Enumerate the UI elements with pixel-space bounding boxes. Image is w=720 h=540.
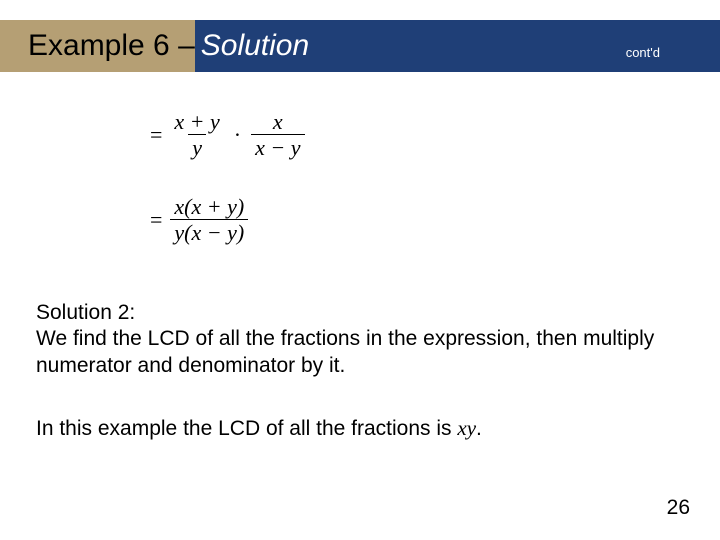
equation-line-2: = x(x + y) y(x − y) [150, 195, 248, 244]
multiply-dot: · [232, 122, 243, 148]
fraction-2-denominator: x − y [251, 134, 304, 159]
fraction-2: x x − y [251, 110, 304, 159]
fraction-1-numerator: x + y [170, 110, 223, 134]
fraction-1-denominator: y [188, 134, 206, 159]
slide-title: Example 6 – Solution [28, 20, 309, 72]
continued-label: cont'd [626, 45, 660, 60]
title-solution-label: Solution [201, 29, 309, 63]
lcd-suffix: . [476, 417, 482, 440]
title-example-label: Example 6 – [28, 29, 195, 63]
equals-sign: = [150, 122, 162, 148]
solution-2-heading: Solution 2: [36, 300, 684, 326]
fraction-result: x(x + y) y(x − y) [170, 195, 248, 244]
slide: Example 6 – Solution cont'd = x + y y · … [0, 0, 720, 540]
equals-sign: = [150, 207, 162, 233]
lcd-variable: xy [457, 416, 476, 440]
fraction-result-denominator: y(x − y) [170, 219, 248, 244]
fraction-1: x + y y [170, 110, 223, 159]
solution-2-block: Solution 2: We find the LCD of all the f… [36, 300, 684, 379]
fraction-result-numerator: x(x + y) [170, 195, 248, 219]
fraction-2-numerator: x [269, 110, 287, 134]
page-number: 26 [667, 496, 690, 520]
solution-2-text: We find the LCD of all the fractions in … [36, 326, 684, 379]
lcd-sentence: In this example the LCD of all the fract… [36, 415, 684, 442]
lcd-prefix: In this example the LCD of all the fract… [36, 417, 457, 440]
equation-line-1: = x + y y · x x − y [150, 110, 305, 159]
